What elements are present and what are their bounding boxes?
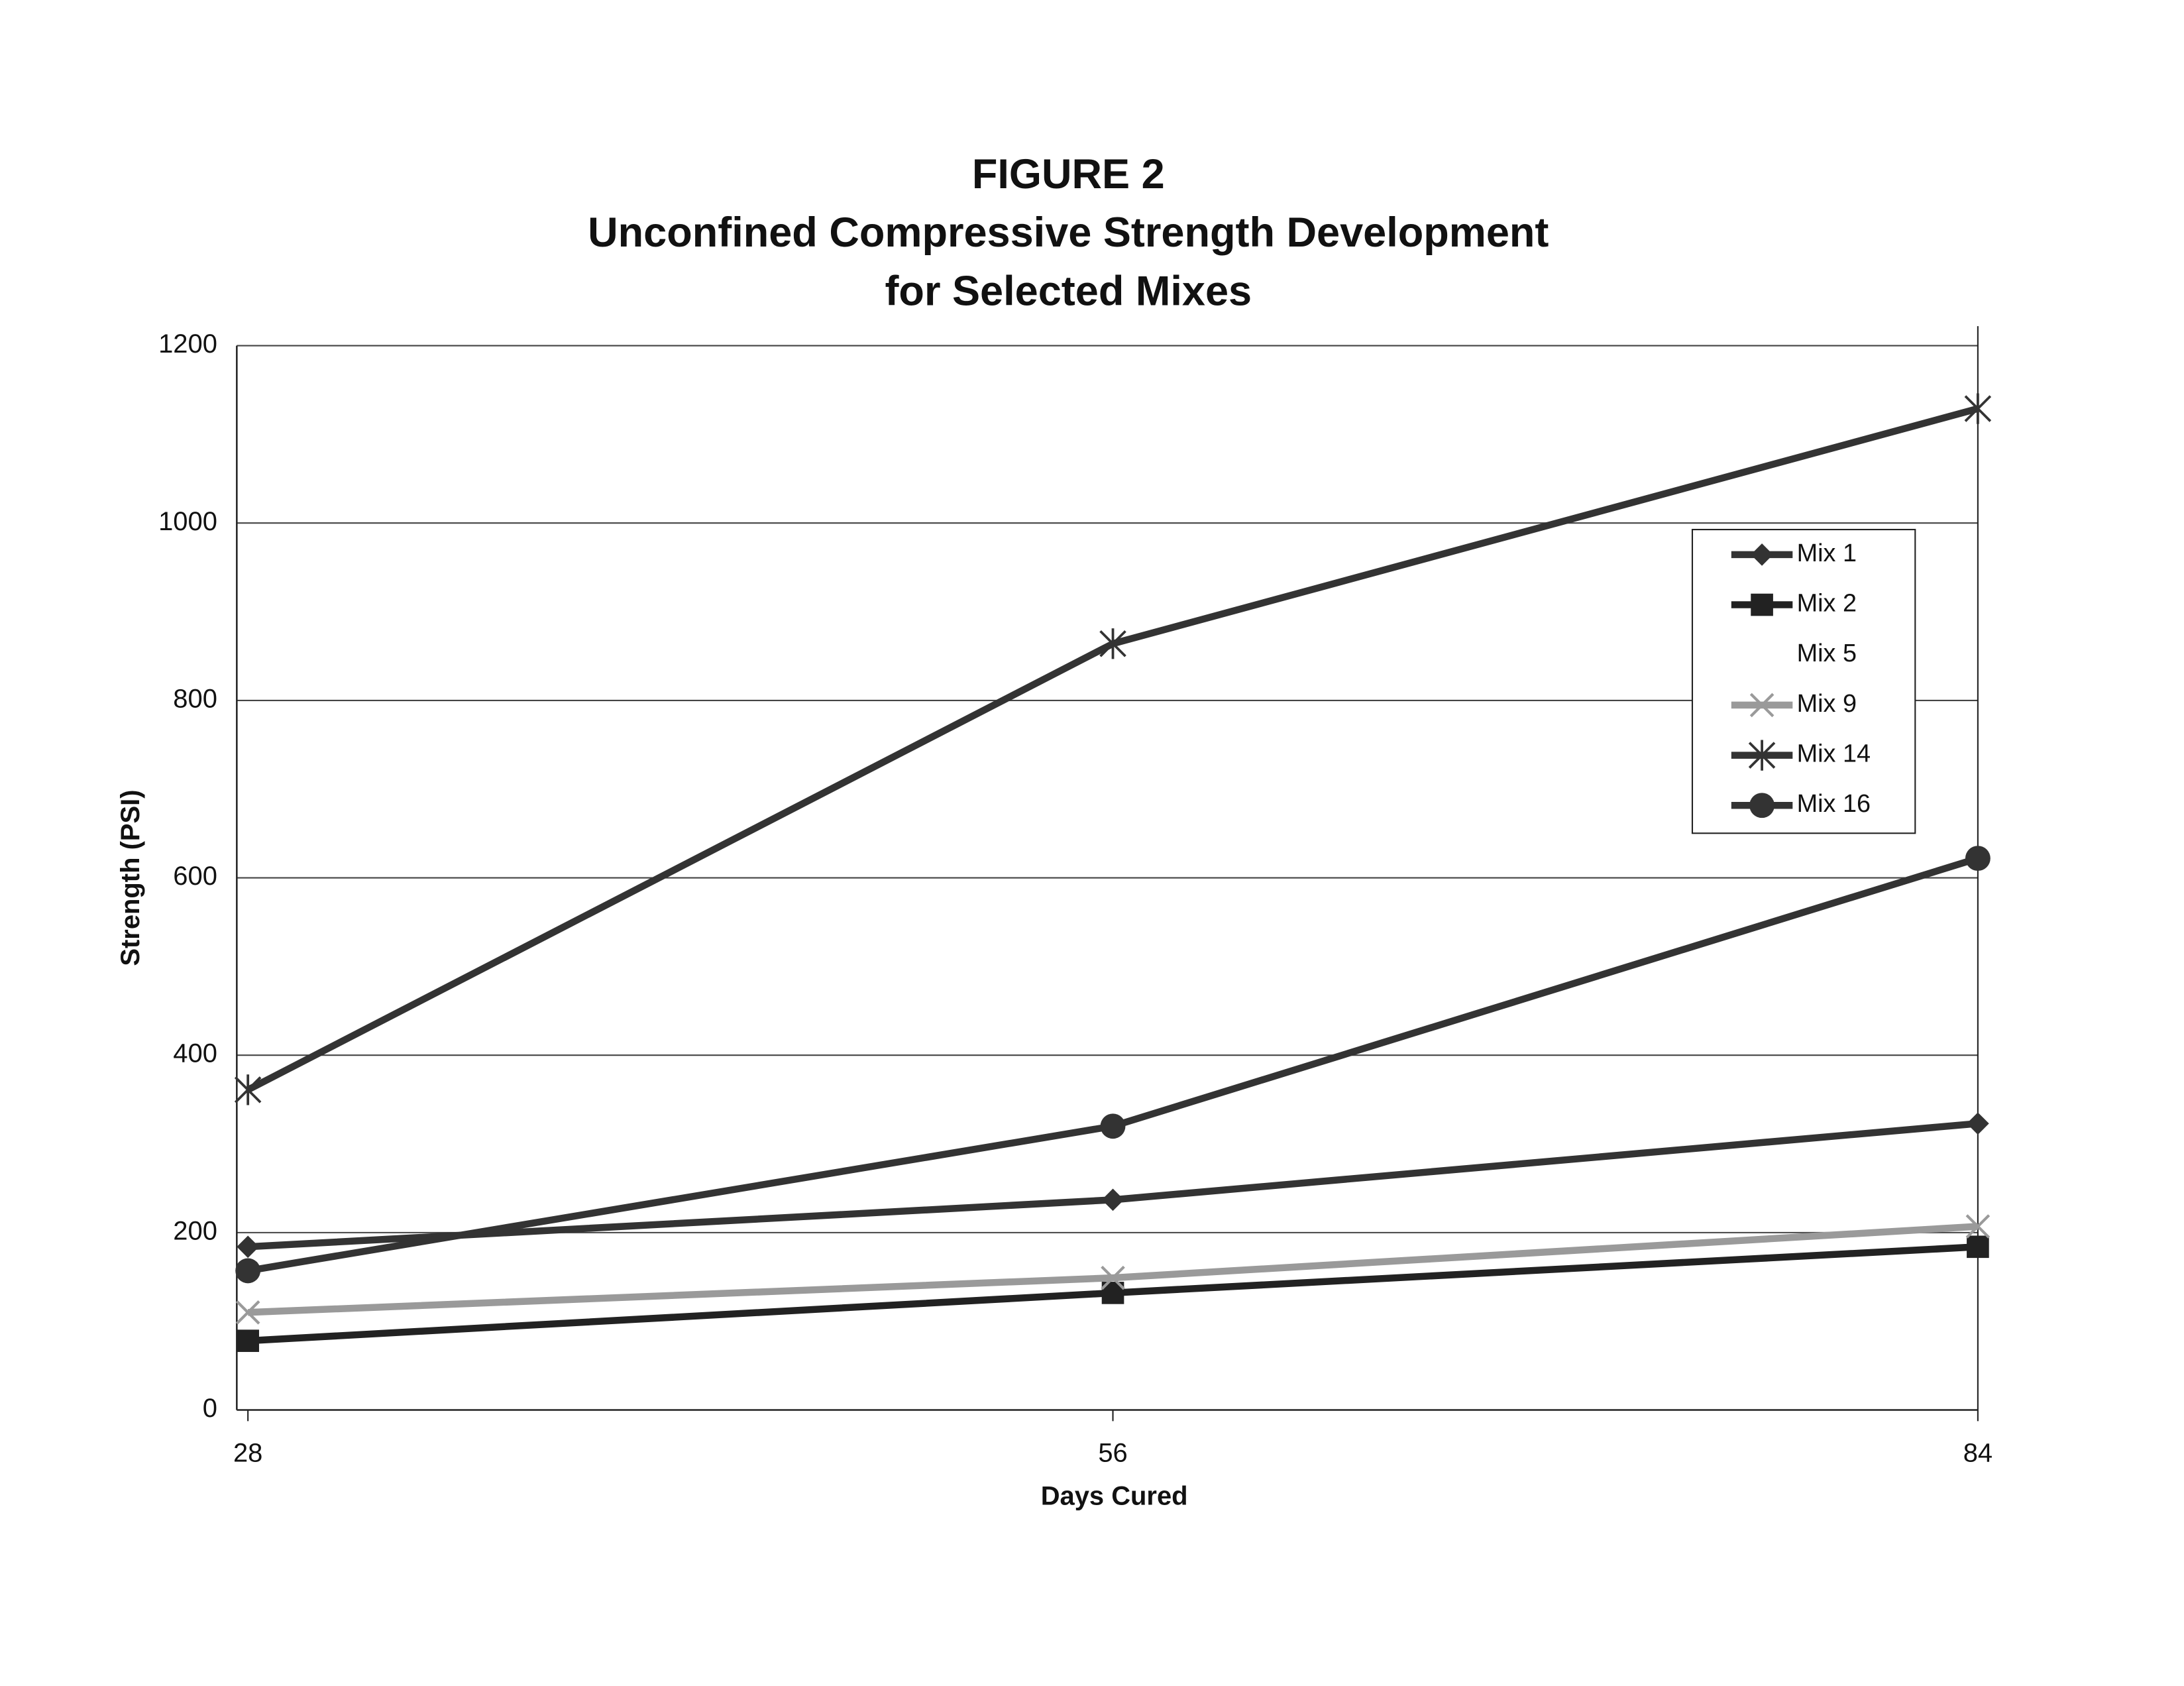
marker (1965, 1214, 1991, 1239)
y-tick-label: 1200 (158, 329, 217, 359)
y-tick-label: 600 (173, 862, 217, 891)
marker (235, 1258, 261, 1284)
marker (1965, 846, 1991, 871)
marker (1101, 1188, 1124, 1211)
legend-box (1691, 528, 1916, 834)
y-axis-label: Strength (PSI) (116, 789, 145, 966)
marker (1099, 628, 1126, 659)
marker (235, 1300, 260, 1325)
marker (1749, 793, 1774, 818)
chart-title: for Selected Mixes (885, 268, 1252, 314)
marker (1100, 1113, 1126, 1139)
marker (1964, 393, 1992, 424)
x-tick-label: 84 (1963, 1438, 1993, 1467)
marker (237, 1235, 259, 1259)
x-axis-label: Days Cured (1041, 1482, 1188, 1511)
marker (1967, 1235, 1989, 1259)
marker (1967, 1112, 1989, 1135)
marker (237, 1329, 259, 1352)
legend-label: Mix 9 (1797, 690, 1857, 718)
marker (1748, 740, 1776, 771)
y-tick-label: 800 (173, 684, 217, 713)
legend-label: Mix 14 (1797, 740, 1871, 768)
y-tick-label: 400 (173, 1039, 217, 1068)
chart-title: Unconfined Compressive Strength Developm… (588, 209, 1549, 256)
y-tick-label: 200 (173, 1216, 217, 1245)
legend-label: Mix 1 (1797, 539, 1857, 567)
y-tick-label: 1000 (158, 507, 217, 536)
legend-label: Mix 16 (1797, 790, 1871, 818)
marker (1751, 543, 1773, 566)
marker (1751, 593, 1773, 616)
chart-title: FIGURE 2 (972, 151, 1165, 197)
legend-label: Mix 2 (1797, 590, 1857, 618)
y-tick-label: 0 (203, 1394, 217, 1423)
marker (1101, 1265, 1125, 1290)
legend-label: Mix 5 (1797, 640, 1857, 667)
x-tick-label: 28 (233, 1438, 262, 1467)
marker (234, 1074, 262, 1105)
marker (1749, 693, 1774, 718)
x-tick-label: 56 (1098, 1438, 1127, 1467)
